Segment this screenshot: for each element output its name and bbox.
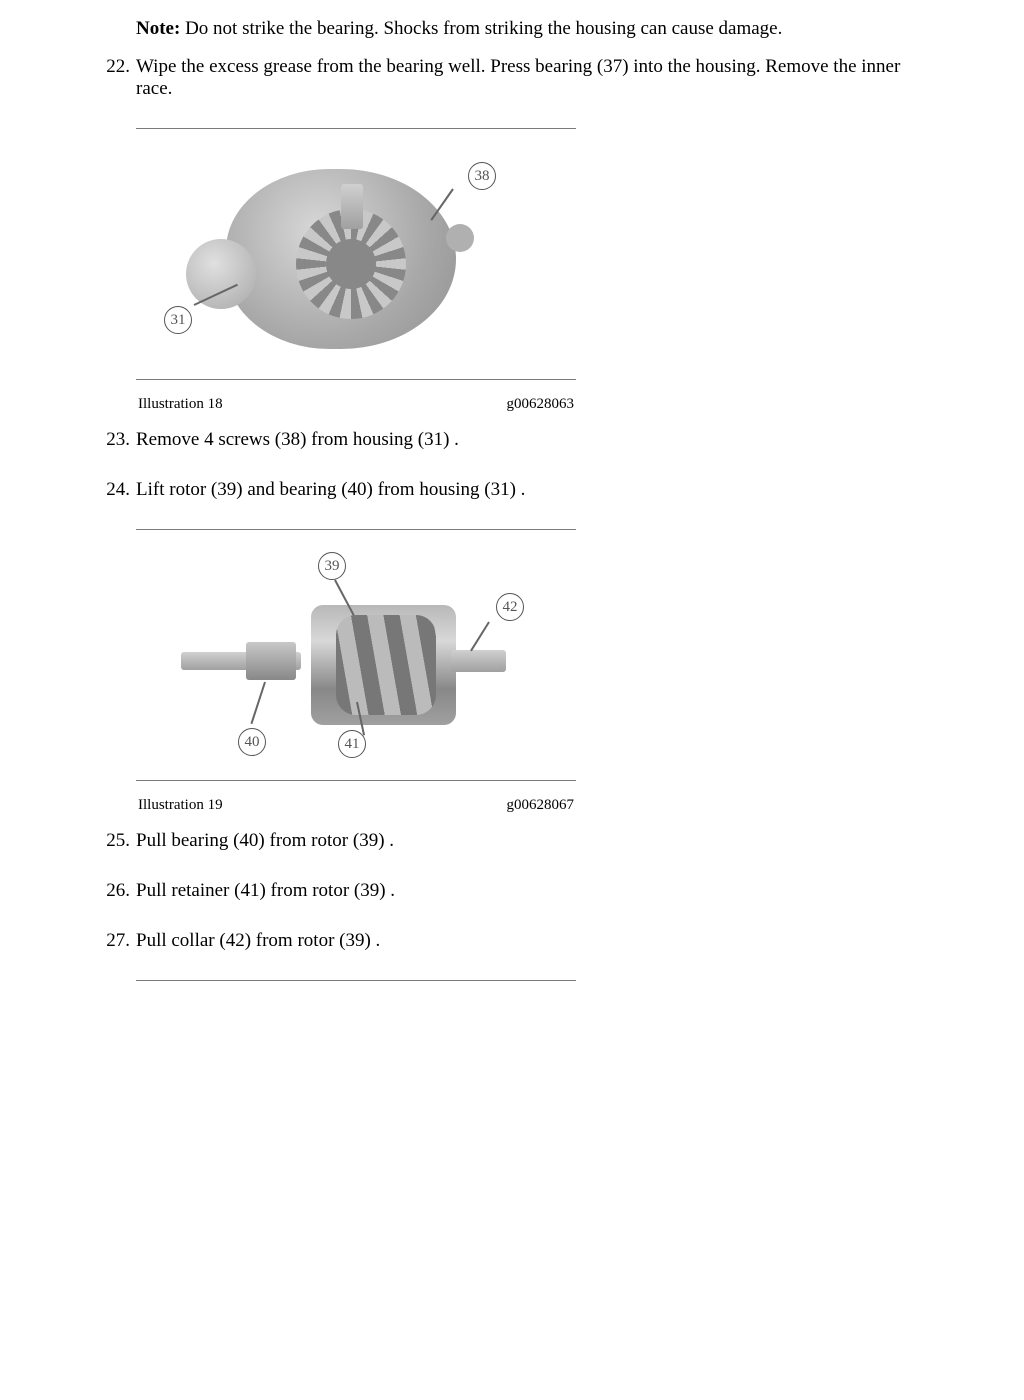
figure-caption-left: Illustration 18: [138, 396, 223, 413]
step-text: Lift rotor (39) and bearing (40) from ho…: [136, 479, 934, 501]
callout-40: 40: [238, 728, 266, 756]
step-number: 27.: [90, 930, 136, 952]
callout-39: 39: [318, 552, 346, 580]
figure-bottom-rule: [136, 780, 576, 781]
figure-18: 38 31 Illustration 18 g00628063: [136, 128, 576, 413]
figure-top-rule: [136, 980, 576, 981]
note-label: Note:: [136, 18, 180, 39]
figure-trailing: [136, 980, 576, 981]
callout-42: 42: [496, 593, 524, 621]
figure-18-image: 38 31: [136, 129, 576, 379]
step-number: 25.: [90, 830, 136, 852]
step-number: 26.: [90, 880, 136, 902]
callout-41: 41: [338, 730, 366, 758]
figure-caption-right: g00628067: [507, 797, 575, 814]
step-26: 26. Pull retainer (41) from rotor (39) .: [90, 880, 934, 902]
step-number: 24.: [90, 479, 136, 501]
step-22: 22. Wipe the excess grease from the bear…: [90, 56, 934, 100]
callout-38: 38: [468, 162, 496, 190]
step-25: 25. Pull bearing (40) from rotor (39) .: [90, 830, 934, 852]
step-text: Wipe the excess grease from the bearing …: [136, 56, 934, 100]
figure-caption-right: g00628063: [507, 396, 575, 413]
figure-19: 39 42 40 41 Illustration 19 g00628067: [136, 529, 576, 814]
figure-bottom-rule: [136, 379, 576, 380]
step-27: 27. Pull collar (42) from rotor (39) .: [90, 930, 934, 952]
step-text: Remove 4 screws (38) from housing (31) .: [136, 429, 934, 451]
step-text: Pull bearing (40) from rotor (39) .: [136, 830, 934, 852]
step-number: 22.: [90, 56, 136, 100]
callout-31: 31: [164, 306, 192, 334]
figure-caption-left: Illustration 19: [138, 797, 223, 814]
step-text: Pull collar (42) from rotor (39) .: [136, 930, 934, 952]
step-number: 23.: [90, 429, 136, 451]
note-line: Note: Do not strike the bearing. Shocks …: [136, 18, 934, 40]
step-text: Pull retainer (41) from rotor (39) .: [136, 880, 934, 902]
step-24: 24. Lift rotor (39) and bearing (40) fro…: [90, 479, 934, 501]
figure-19-image: 39 42 40 41: [136, 530, 576, 780]
note-text: Do not strike the bearing. Shocks from s…: [180, 18, 782, 39]
step-23: 23. Remove 4 screws (38) from housing (3…: [90, 429, 934, 451]
